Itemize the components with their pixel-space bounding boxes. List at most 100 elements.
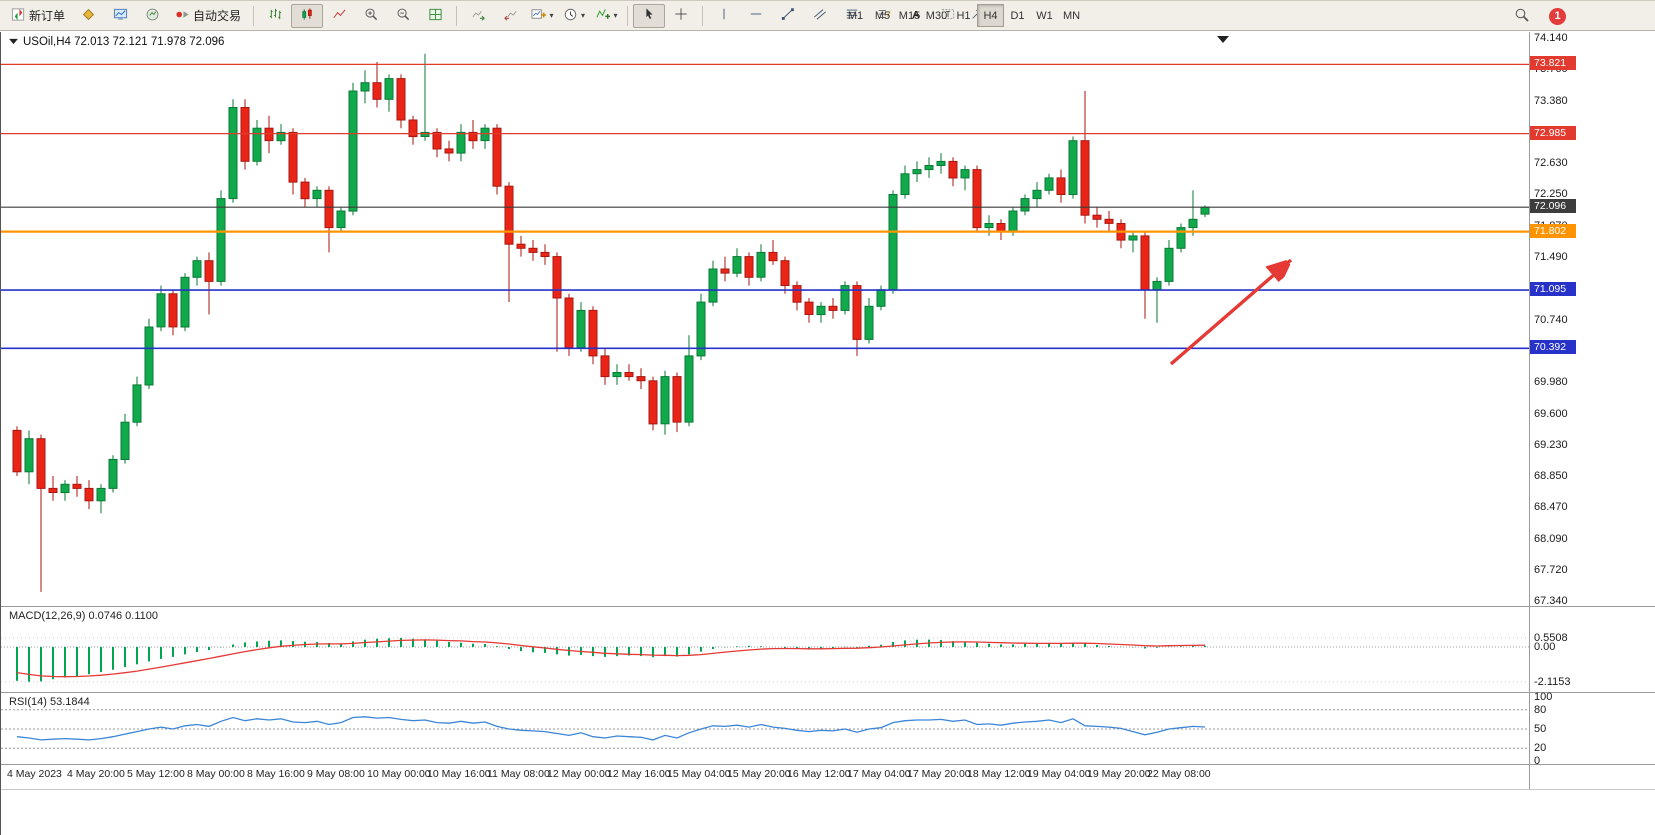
price-axis-tick: 70.740 [1534,314,1568,326]
candle-body [1152,280,1162,291]
fibonacci-tool-button[interactable] [836,4,868,28]
bar-chart-mode-button[interactable] [259,4,291,28]
time-axis-label: 15 May 20:00 [727,768,791,780]
toolbar-separator [456,5,458,26]
macd-panel-chart[interactable] [1,607,1655,692]
trendline-tool-button[interactable] [772,4,804,28]
candle-body [1020,198,1030,212]
tile-windows-button[interactable] [419,4,451,28]
profiles-button[interactable] [72,4,104,28]
profiles-icon [81,7,96,25]
time-axis-label: 9 May 08:00 [307,768,365,780]
timeframe-H4-button[interactable]: H4 [977,4,1004,27]
candle-body [432,131,442,150]
horizontal-line-tool-button[interactable] [740,4,772,28]
candlestick-mode-button[interactable] [291,3,324,28]
objects-list-button[interactable] [868,4,900,28]
text-label-tool-button[interactable]: T [932,4,964,28]
candle-body [564,297,574,349]
navigator-button[interactable] [136,4,168,28]
candle-body [1176,227,1186,249]
channel-tool-button[interactable] [804,4,836,28]
timeframe-D1-button[interactable]: D1 [1010,10,1025,22]
candle-body [1068,140,1078,195]
trendline-icon [781,7,795,24]
price-axis-tick: 69.980 [1534,376,1568,388]
crosshair-tool-button[interactable] [665,4,697,28]
candle-body [780,260,790,286]
periods-button[interactable]: ▾ [558,4,590,28]
candle-body [36,438,46,489]
svg-text:T: T [946,10,951,19]
timeframe-W1-button[interactable]: W1 [1036,10,1053,22]
line-chart-mode-button[interactable] [323,4,355,28]
candle-body [552,256,562,299]
candle-body [1032,189,1042,200]
panel-separator[interactable] [1,606,1655,607]
symbol-dropdown-icon[interactable] [9,36,18,48]
time-axis-label: 15 May 04:00 [667,768,731,780]
auto-trading-icon [175,7,190,25]
text-tool-button[interactable]: A [900,4,932,28]
crosshair-icon [674,7,688,24]
candle-body [900,173,910,196]
toolbar-separator [627,5,629,26]
candle-body [852,285,862,340]
candle-body [192,260,202,278]
candle-body [48,487,58,493]
candle-body [420,131,430,138]
time-axis-label: 19 May 04:00 [1027,768,1091,780]
market-watch-icon [113,7,128,25]
timeframe-M1-button[interactable]: M1 [847,10,864,22]
chart-shift-button[interactable] [494,4,526,28]
candle-body [360,82,370,92]
new-order-button[interactable]: 新订单 [4,4,72,28]
candle-body [312,189,322,200]
cursor-tool-button[interactable] [633,3,666,28]
search-button[interactable] [1506,4,1538,28]
ohlc-bars-icon [268,7,283,25]
candle-body [444,148,454,154]
candlestick-chart[interactable] [1,32,1655,606]
price-axis-tick: 69.230 [1534,439,1568,451]
candle-body [1188,218,1198,229]
auto-scroll-button[interactable] [462,4,494,28]
price-axis-tick: 67.720 [1534,564,1568,576]
panel-separator[interactable] [1,692,1655,693]
tile-windows-icon [428,7,443,25]
market-watch-button[interactable] [104,4,136,28]
time-axis-label: 10 May 00:00 [367,768,431,780]
time-axis-label: 8 May 16:00 [247,768,305,780]
rsi-line [16,716,1206,741]
candle-body [648,380,658,425]
notification-badge[interactable]: 1 [1549,7,1566,25]
price-axis-tick: 68.090 [1534,533,1568,545]
time-axis-label: 17 May 20:00 [907,768,971,780]
price-axis-tick: 74.140 [1534,32,1568,44]
price-axis-tick: 73.380 [1534,95,1568,107]
candle-body [480,127,490,142]
timeframe-M5-button[interactable]: M5 [874,10,891,22]
auto-trading-button[interactable]: 自动交易 [168,4,248,28]
window-bottom-border [1,789,1655,790]
candle-body [744,256,754,278]
candle-body [684,355,694,423]
timeframe-H1-button[interactable]: H1 [956,10,971,22]
candle-body [720,268,730,274]
new-chart-button[interactable]: ▾ [526,4,558,28]
zoom-out-button[interactable] [387,4,419,28]
candle-body [960,169,970,179]
rsi-panel-chart[interactable] [1,693,1655,764]
symbol-label: USOil,H4 72.013 72.121 71.978 72.096 [9,36,224,48]
candle-body [864,305,874,340]
timeframe-M15-button[interactable]: M15 [898,10,921,22]
candle-body [120,421,130,461]
time-axis-label: 19 May 20:00 [1087,768,1151,780]
zoom-in-button[interactable] [355,4,387,28]
navigator-icon [145,7,160,25]
text-label-icon: T [941,7,955,24]
timeframe-MN-button[interactable]: MN [1062,10,1081,22]
indicators-button[interactable]: ▾ [590,4,622,28]
timeframe-M30-button[interactable]: M30 [925,10,948,22]
vertical-line-tool-button[interactable] [708,4,740,28]
